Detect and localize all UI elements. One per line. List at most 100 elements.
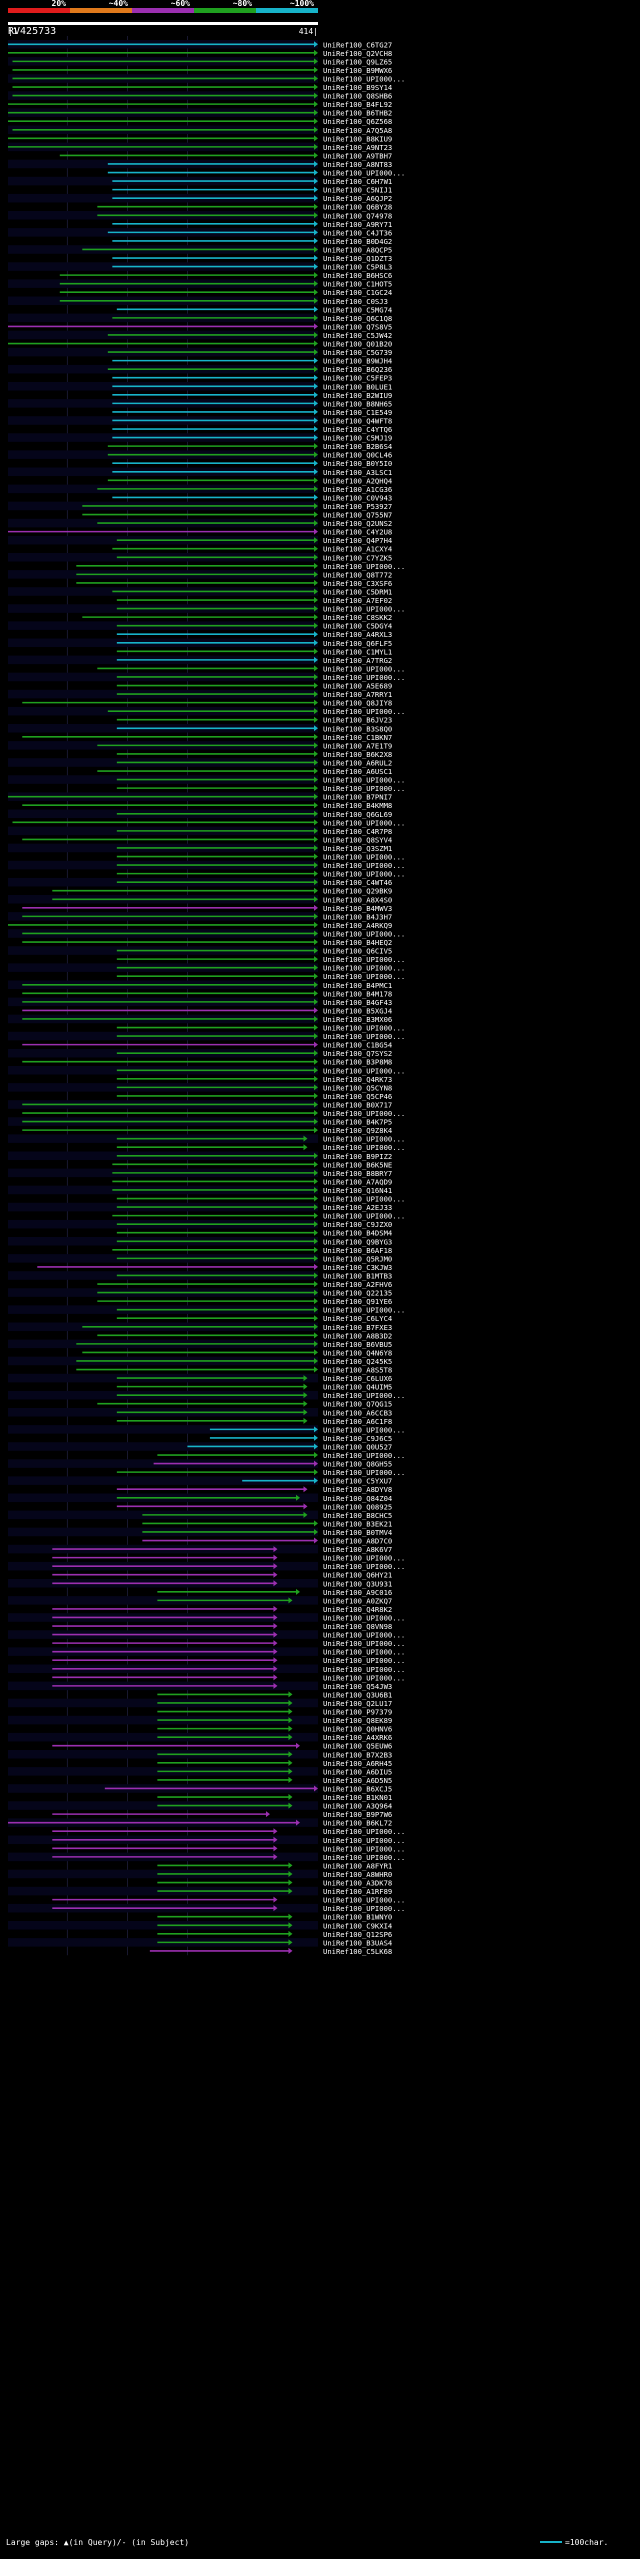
hit-label: UniRef100_A7EF02 — [323, 596, 392, 605]
hit-arrow — [314, 1281, 318, 1288]
hit-arrow — [314, 118, 318, 125]
hit-row: UniRef100_C9JZX0 — [8, 1219, 392, 1229]
hit-row: UniRef100_UPI000... — [8, 1425, 405, 1434]
hit-label: UniRef100_Q4RK73 — [323, 1075, 392, 1084]
footer-scale-label: =100char. — [565, 2538, 608, 2547]
hit-row: UniRef100_A6C1F8 — [116, 1417, 392, 1426]
hit-row: UniRef100_UPI000... — [116, 972, 405, 981]
hit-arrow — [314, 1246, 318, 1253]
hit-row: UniRef100_Q12SP6 — [157, 1930, 392, 1939]
hit-label: UniRef100_Q3SZM1 — [323, 844, 392, 853]
hit-arrow — [314, 1332, 318, 1339]
hit-arrow — [314, 1272, 318, 1279]
hit-arrow — [314, 1127, 318, 1134]
hit-row: UniRef100_C1HOT5 — [8, 279, 392, 289]
hit-arrow — [314, 733, 318, 740]
hit-label: UniRef100_C5MG74 — [323, 305, 392, 314]
hit-arrow — [314, 460, 318, 467]
hit-label: UniRef100_UPI000... — [323, 1032, 405, 1041]
hit-label: UniRef100_Q84Z04 — [323, 1494, 392, 1503]
hit-arrow — [314, 981, 318, 988]
hit-row: UniRef100_C7YZK5 — [8, 553, 392, 562]
hit-row: UniRef100_Q7QG15 — [97, 1400, 392, 1409]
hit-arrow — [314, 1477, 318, 1484]
hit-arrow — [314, 323, 318, 330]
hit-row: UniRef100_C0SJ3 — [8, 296, 388, 306]
hit-label: UniRef100_Q3U931 — [323, 1579, 392, 1588]
hit-arrow — [314, 1033, 318, 1040]
hit-arrow — [288, 1939, 293, 1946]
hit-arrow — [314, 1306, 318, 1313]
hit-arrow — [303, 1400, 308, 1407]
hit-label: UniRef100_B4KMM8 — [323, 801, 392, 810]
hit-arrow — [314, 485, 318, 492]
hit-label: UniRef100_Q6Z568 — [323, 117, 392, 126]
hit-row: UniRef100_UPI000... — [8, 929, 405, 938]
identity-scale-labels: 20% ~40% ~60% ~80% ~100% — [52, 0, 315, 8]
hit-arrow — [314, 1058, 318, 1065]
hit-arrow — [314, 1161, 318, 1168]
hit-arrow — [314, 203, 318, 210]
hit-arrow — [314, 357, 318, 364]
hit-label: UniRef100_A0ZKQ7 — [323, 1596, 392, 1605]
hit-label: UniRef100_Q4WFT8 — [323, 416, 392, 425]
hit-row: UniRef100_UPI000... — [52, 1639, 405, 1648]
hit-row: UniRef100_Q8EK89 — [8, 1715, 392, 1725]
hit-label: UniRef100_B6THB2 — [323, 109, 392, 118]
hit-label: UniRef100_A4XRK6 — [323, 1733, 392, 1742]
hit-row: UniRef100_UPI000... — [76, 562, 405, 571]
hit-row: UniRef100_P53927 — [8, 501, 392, 511]
hit-row: UniRef100_A7EF02 — [116, 596, 392, 605]
hit-label: UniRef100_B9P7W6 — [323, 1810, 392, 1819]
hit-label: UniRef100_B6JV23 — [323, 716, 392, 725]
hit-label: UniRef100_C5YXU7 — [323, 1477, 392, 1486]
hit-row: UniRef100_B6KL72 — [8, 1818, 392, 1828]
hit-label: UniRef100_Q7SYS2 — [323, 1049, 392, 1058]
hit-arrow — [314, 776, 318, 783]
hit-arrow — [314, 75, 318, 82]
hit-row: UniRef100_UPI000... — [8, 604, 405, 614]
hit-label: UniRef100_B4MWV3 — [323, 904, 392, 913]
hit-arrow — [288, 1802, 293, 1809]
hit-label: UniRef100_UPI000... — [323, 1468, 405, 1477]
hit-row: UniRef100_B0D4G2 — [112, 237, 392, 246]
hit-row: UniRef100_Q8SYV4 — [22, 835, 392, 844]
hit-label: UniRef100_C9KXI4 — [323, 1921, 392, 1930]
hit-row: UniRef100_UPI000... — [8, 1852, 405, 1862]
hit-row: UniRef100_UPI000... — [12, 818, 405, 827]
hit-label: UniRef100_C6LUX6 — [323, 1374, 392, 1383]
hit-arrow — [314, 1460, 318, 1467]
hit-label: UniRef100_C5NIJ1 — [323, 186, 392, 195]
hit-row: UniRef100_C8SKK2 — [82, 613, 392, 622]
hit-row: UniRef100_UPI000... — [8, 1305, 405, 1315]
hit-row: UniRef100_Q22135 — [8, 1288, 392, 1298]
hit-row: UniRef100_B6HSC6 — [59, 271, 392, 280]
hit-arrow — [314, 237, 318, 244]
hit-arrow — [295, 1742, 300, 1749]
hit-row: UniRef100_A2EJ33 — [8, 1202, 392, 1212]
hit-arrow — [314, 648, 318, 655]
hit-row: UniRef100_C1BG54 — [22, 1041, 392, 1050]
hit-row: UniRef100_A8WHR0 — [8, 1869, 392, 1879]
hit-label: UniRef100_B1WNY0 — [323, 1913, 392, 1922]
hit-arrow — [314, 810, 318, 817]
hit-row: UniRef100_Q5CYN8 — [8, 1083, 392, 1092]
hit-row: UniRef100_C0V943 — [112, 493, 392, 502]
hit-arrow — [273, 1896, 278, 1903]
hit-row: UniRef100_Q7S8V5 — [8, 322, 392, 331]
hit-row: UniRef100_UPI000... — [8, 1903, 405, 1913]
hit-label: UniRef100_B4K7P5 — [323, 1118, 392, 1127]
hit-label: UniRef100_A8X4S0 — [323, 895, 392, 904]
hit-label: UniRef100_C4R7P8 — [323, 827, 392, 836]
hit-arrow — [273, 1665, 278, 1672]
hit-label: UniRef100_Q2UNS2 — [323, 519, 392, 528]
hit-label: UniRef100_C9JZX0 — [323, 1220, 392, 1229]
hit-row: UniRef100_B6XCJ5 — [8, 1784, 392, 1793]
hit-label: UniRef100_UPI000... — [323, 1656, 405, 1665]
hit-row: UniRef100_B5XGJ4 — [22, 1006, 392, 1015]
hit-row: UniRef100_Q74978 — [8, 211, 392, 220]
hit-arrow — [314, 545, 318, 552]
hit-row: UniRef100_B1WNY0 — [157, 1913, 392, 1922]
hit-label: UniRef100_Q29BK9 — [323, 887, 392, 896]
hit-label: UniRef100_B9MWX6 — [323, 66, 392, 75]
